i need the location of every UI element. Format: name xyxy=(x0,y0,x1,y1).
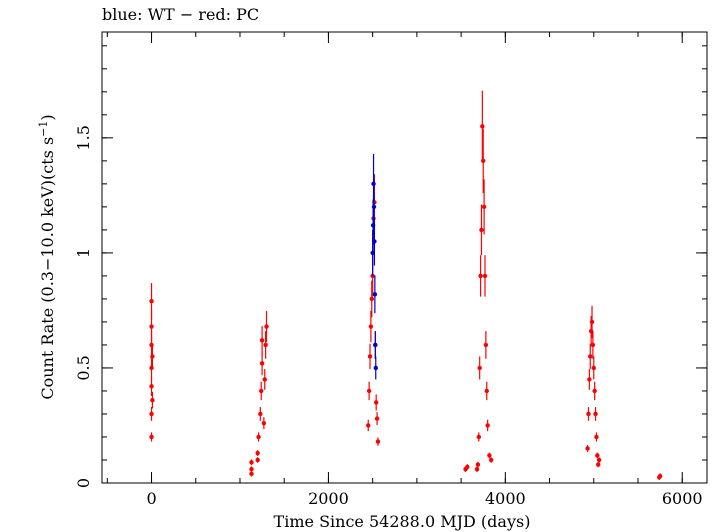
series-1 xyxy=(370,153,378,380)
data-point xyxy=(375,439,381,444)
y-tick-label: 0.5 xyxy=(74,355,93,380)
y-tick-label: 1 xyxy=(74,248,93,258)
data-point xyxy=(373,400,379,405)
data-point xyxy=(249,466,254,472)
data-point xyxy=(589,319,595,325)
data-point xyxy=(259,361,265,366)
axis-ticks xyxy=(102,32,707,484)
data-point xyxy=(149,342,154,348)
data-point xyxy=(588,354,593,359)
x-tick-label: 6000 xyxy=(662,489,703,508)
data-point xyxy=(480,124,485,129)
data-point xyxy=(367,354,373,359)
data-point xyxy=(366,423,371,428)
data-point xyxy=(149,324,154,329)
tick-labels: 0 2000 4000 6000 0 0.5 1 1.5 xyxy=(74,125,703,508)
data-point xyxy=(261,420,267,426)
data-point xyxy=(255,450,260,456)
data-point xyxy=(474,466,480,472)
data-point xyxy=(594,434,599,440)
data-point xyxy=(150,354,155,359)
data-point xyxy=(373,342,378,348)
data-point xyxy=(264,324,269,329)
data-point xyxy=(149,384,154,389)
data-point xyxy=(255,457,260,463)
data-point xyxy=(149,434,154,440)
data-point xyxy=(592,388,597,394)
data-point xyxy=(374,416,380,421)
x-tick-label: 0 xyxy=(146,489,156,508)
data-point xyxy=(485,423,490,428)
data-point xyxy=(478,273,483,279)
data-point xyxy=(479,227,484,233)
y-axis-label-exponent: −1 xyxy=(37,121,50,137)
data-point xyxy=(465,464,470,470)
data-point xyxy=(150,397,155,403)
data-point xyxy=(369,296,374,302)
data-layer xyxy=(149,90,663,481)
data-point xyxy=(593,411,598,417)
data-point xyxy=(484,388,489,394)
data-point xyxy=(372,292,378,297)
data-point xyxy=(482,273,488,279)
data-point xyxy=(590,342,596,348)
x-axis-label: Time Since 54288.0 MJD (days) xyxy=(274,512,531,531)
data-point xyxy=(366,388,372,394)
data-point xyxy=(370,250,375,256)
x-tick-label: 2000 xyxy=(308,489,349,508)
data-point xyxy=(483,342,489,348)
plot-frame xyxy=(101,31,708,484)
data-point xyxy=(591,365,596,371)
data-point xyxy=(258,411,263,417)
data-point xyxy=(481,204,487,210)
data-point xyxy=(488,457,494,463)
data-point xyxy=(477,365,482,371)
chart-title: blue: WT − red: PC xyxy=(102,5,259,24)
y-tick-label: 0 xyxy=(74,478,93,488)
data-point xyxy=(595,453,600,458)
data-point xyxy=(586,411,591,417)
data-point xyxy=(596,462,601,467)
y-axis-label-close: ) xyxy=(38,114,57,120)
data-point xyxy=(372,239,377,244)
data-point xyxy=(587,377,592,382)
data-point xyxy=(149,411,154,417)
data-point xyxy=(259,388,264,394)
data-point xyxy=(596,457,602,463)
data-point xyxy=(481,158,486,164)
data-point xyxy=(249,460,254,465)
data-point xyxy=(657,473,663,479)
data-point xyxy=(259,338,265,343)
data-point xyxy=(373,365,378,371)
y-tick-label: 1.5 xyxy=(74,125,93,150)
series-0 xyxy=(149,90,663,481)
data-point xyxy=(262,377,267,382)
data-point xyxy=(149,365,154,371)
data-point xyxy=(263,342,268,348)
data-point xyxy=(487,453,492,458)
data-point xyxy=(149,299,154,304)
x-tick-label: 4000 xyxy=(485,489,526,508)
data-point xyxy=(368,324,374,329)
data-point xyxy=(249,471,254,476)
data-point xyxy=(256,434,261,440)
y-axis-label-main: Count Rate (0.3−10.0 keV)(cts s xyxy=(38,137,57,400)
y-axis-label: Count Rate (0.3−10.0 keV)(cts s−1) xyxy=(37,114,57,399)
data-point xyxy=(585,446,590,451)
data-point xyxy=(475,462,481,467)
data-point xyxy=(476,434,481,440)
data-point xyxy=(371,204,377,210)
